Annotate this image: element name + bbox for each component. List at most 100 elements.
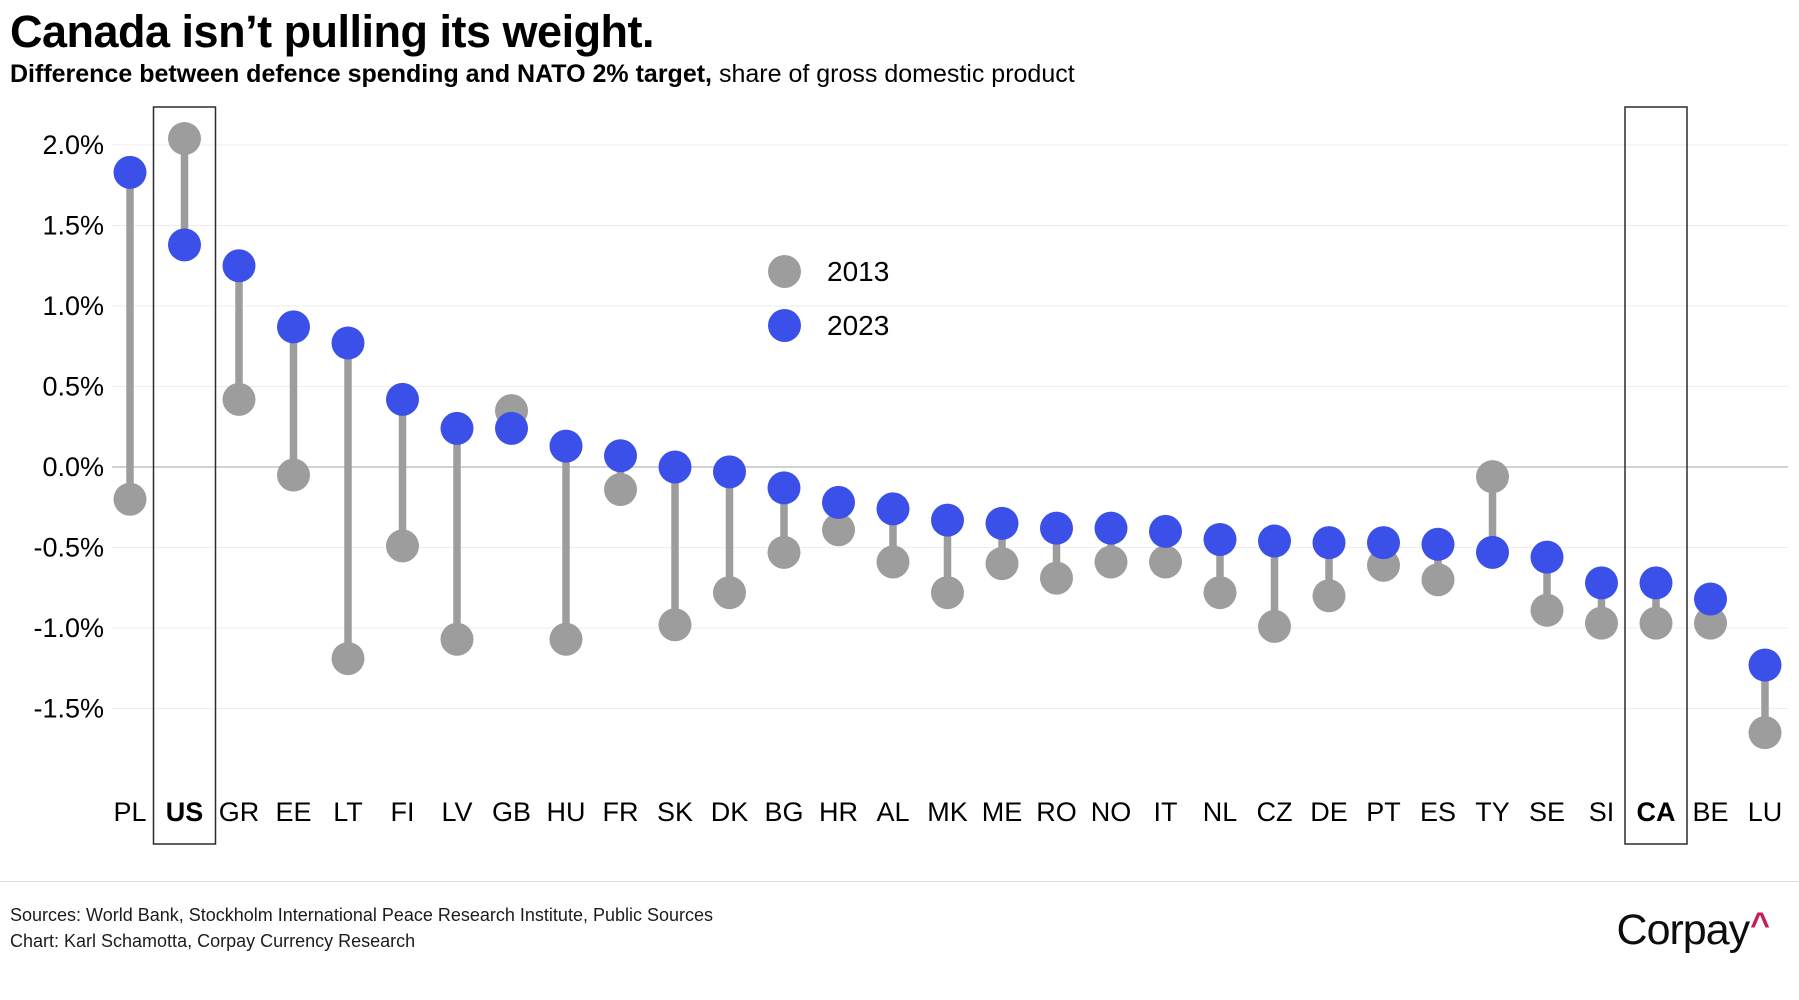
legend-label-2023: 2023 (827, 309, 890, 341)
x-axis-label-ca: CA (1637, 797, 1676, 827)
dot-2013-lu (1748, 716, 1782, 750)
dot-2023-si (1585, 566, 1618, 600)
x-axis-label-si: SI (1589, 797, 1615, 827)
dot-2023-gb (495, 411, 528, 445)
y-axis-tick-label: -1.0% (33, 613, 104, 643)
x-axis-label-gb: GB (492, 797, 531, 827)
dot-2013-pl (113, 482, 147, 516)
dot-2023-ro (1040, 511, 1073, 545)
y-axis-tick-label: 1.0% (42, 291, 104, 321)
x-axis-label-it: IT (1154, 797, 1178, 827)
x-axis-label-lv: LV (441, 797, 472, 827)
corpay-logo: Corpay^ (1616, 906, 1770, 955)
y-axis-tick-label: -0.5% (33, 533, 104, 563)
corpay-logo-caret-icon: ^ (1750, 906, 1770, 944)
x-axis-label-hu: HU (547, 797, 586, 827)
dot-2013-hu (549, 622, 583, 656)
dot-2013-cz (1258, 609, 1291, 643)
x-axis-label-sk: SK (657, 797, 693, 827)
dot-2023-fr (604, 439, 637, 473)
dot-2023-pl (113, 155, 147, 189)
x-axis-label-pl: PL (113, 797, 146, 827)
dot-2013-hr (822, 513, 855, 547)
dot-2013-lt (331, 642, 365, 676)
x-axis-label-bg: BG (764, 797, 803, 827)
dot-2023-hr (822, 485, 855, 519)
dot-2013-ro (1040, 561, 1073, 595)
dot-2013-se (1530, 593, 1564, 627)
dot-2023-no (1094, 511, 1128, 545)
x-axis-label-dk: DK (711, 797, 749, 827)
y-axis-tick-label: 0.0% (42, 452, 104, 482)
x-axis-label-lu: LU (1748, 797, 1783, 827)
legend-label-2013: 2013 (827, 255, 890, 287)
dot-2013-ca (1639, 606, 1673, 640)
dot-2023-lv (440, 411, 474, 445)
x-axis-label-gr: GR (219, 797, 260, 827)
dot-2023-ca (1639, 566, 1673, 600)
dot-2013-us (168, 122, 201, 156)
x-axis-label-fr: FR (603, 797, 639, 827)
dot-2023-mk (931, 503, 964, 537)
x-axis-label-ee: EE (275, 797, 311, 827)
dot-2013-si (1585, 606, 1618, 640)
footer-chart-credit-line: Chart: Karl Schamotta, Corpay Currency R… (10, 931, 416, 951)
dot-2023-nl (1203, 522, 1237, 556)
y-axis-tick-label: -1.5% (33, 694, 104, 724)
dot-2013-mk (931, 576, 964, 610)
dot-2023-fi (386, 382, 419, 416)
dot-2013-fr (604, 473, 637, 507)
highlight-box-us (152, 106, 217, 845)
x-axis-label-nl: NL (1203, 797, 1238, 827)
dot-2023-be (1694, 582, 1727, 616)
dot-2023-de (1312, 526, 1346, 560)
legend-item-2023: 2023 (768, 309, 889, 342)
dot-2023-ee (277, 310, 310, 344)
dot-2013-pt (1367, 548, 1400, 582)
highlight-box-ca (1624, 106, 1688, 845)
dot-2013-bg (767, 535, 801, 569)
dot-2023-gr (222, 249, 256, 283)
dot-2013-sk (658, 608, 692, 642)
footer-divider (0, 881, 1799, 882)
dot-2023-hu (549, 429, 583, 463)
x-axis-label-cz: CZ (1257, 797, 1293, 827)
legend-item-2013: 2013 (768, 255, 889, 288)
x-axis-label-ty: TY (1475, 797, 1510, 827)
x-axis-label-fi: FI (391, 797, 415, 827)
dot-2023-sk (658, 450, 692, 484)
dot-2013-it (1149, 545, 1182, 579)
x-axis-label-be: BE (1692, 797, 1728, 827)
dot-2023-se (1530, 540, 1564, 574)
dot-2013-lv (440, 622, 474, 656)
footer: Sources: World Bank, Stockholm Internati… (10, 902, 713, 954)
x-axis-label-es: ES (1420, 797, 1456, 827)
dot-2023-me (985, 506, 1019, 540)
dot-2023-ty (1476, 535, 1509, 569)
dot-2023-us (168, 228, 201, 262)
y-axis-tick-label: 0.5% (42, 372, 104, 402)
dot-2013-be (1694, 606, 1727, 640)
dot-2013-es (1421, 563, 1455, 597)
corpay-logo-text: Corpay (1616, 906, 1751, 954)
dot-2013-fi (386, 529, 419, 563)
dot-2013-al (876, 545, 910, 579)
dot-2023-bg (767, 471, 801, 505)
dot-2013-nl (1203, 576, 1237, 610)
legend-dot-2023-icon (768, 309, 801, 342)
subtitle-regular: share of gross domestic product (712, 60, 1075, 88)
x-axis-label-us: US (166, 797, 204, 827)
x-axis-label-no: NO (1091, 797, 1132, 827)
dot-2023-lt (331, 326, 365, 360)
x-axis-label-se: SE (1529, 797, 1565, 827)
x-axis-label-pt: PT (1366, 797, 1401, 827)
dot-2013-ty (1476, 460, 1509, 494)
chart-subtitle: Difference between defence spending and … (10, 60, 1075, 89)
x-axis-label-mk: MK (927, 797, 968, 827)
footer-sources-line: Sources: World Bank, Stockholm Internati… (10, 905, 714, 925)
dot-2013-dk (713, 576, 746, 610)
dot-2023-es (1421, 527, 1455, 561)
dot-2023-pt (1367, 526, 1400, 560)
dot-2013-de (1312, 579, 1346, 613)
